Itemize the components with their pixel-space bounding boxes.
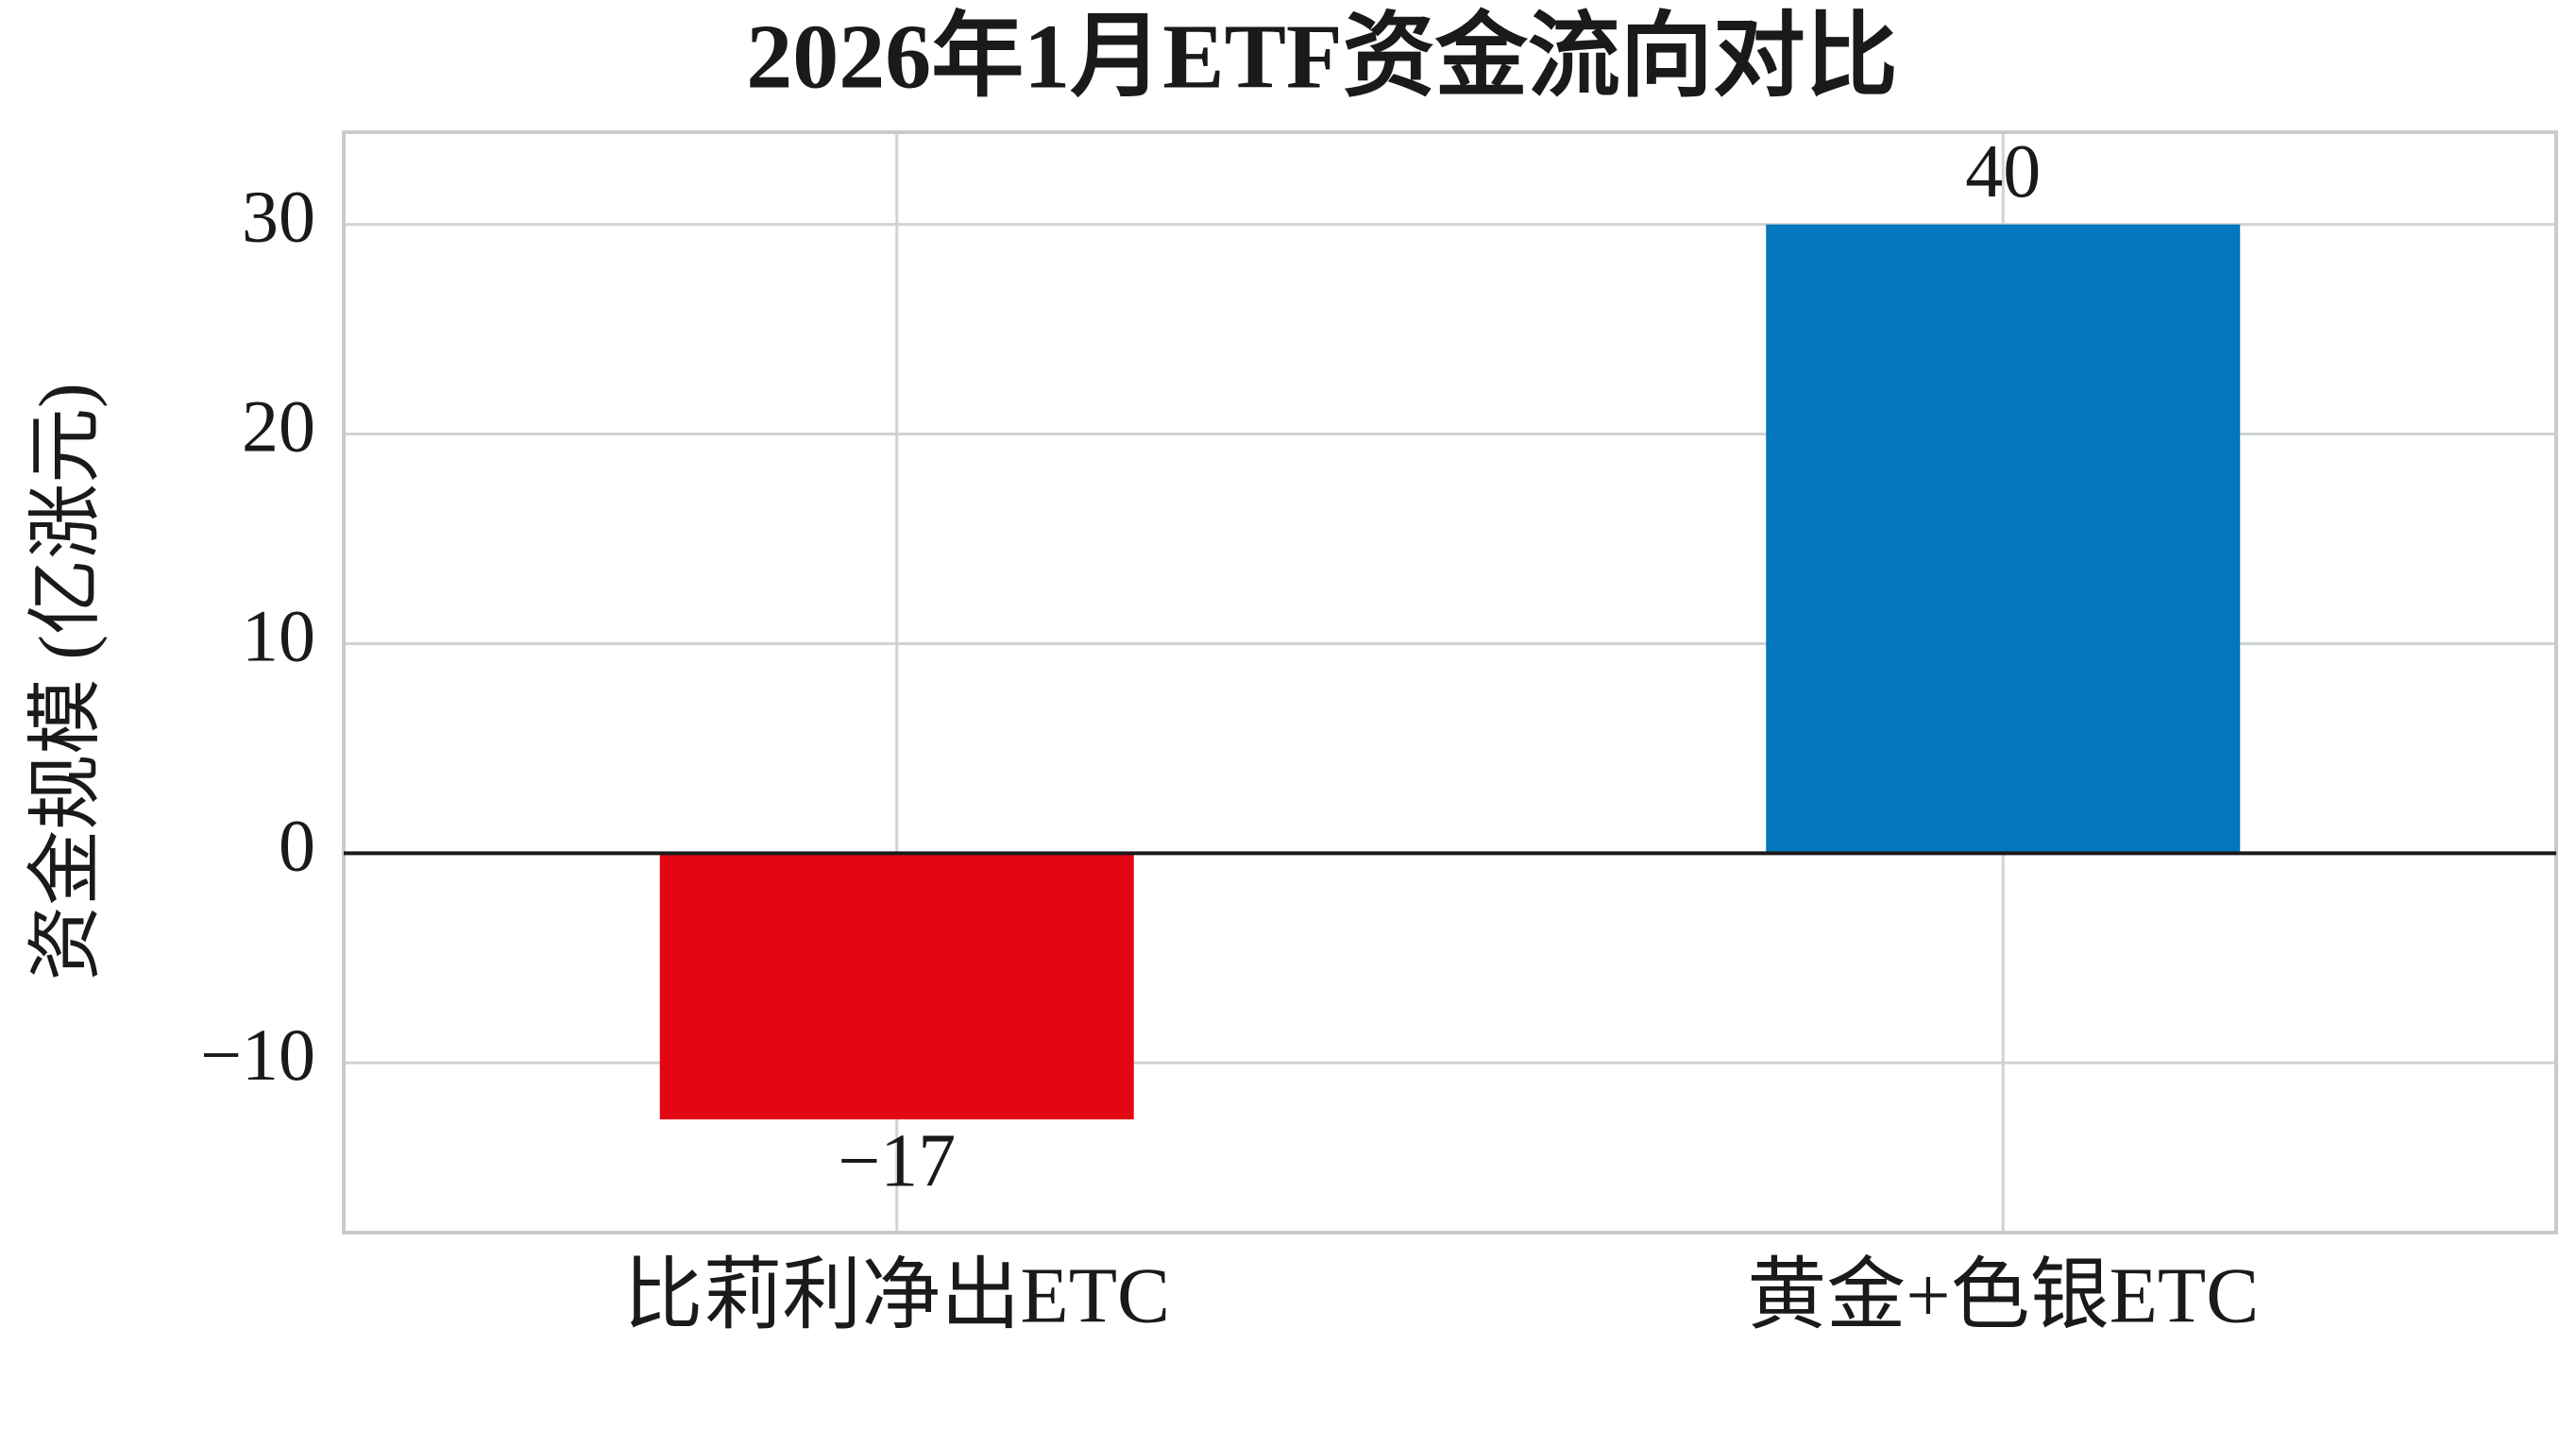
chart-title: 2026年1月ETF资金流向对比 (746, 6, 1898, 108)
y-axis-label: 资金规模 (亿涨元) (25, 383, 108, 980)
x-tick-label: 黄金+色银ETC (1747, 1251, 2259, 1339)
data-label: 40 (1965, 130, 2041, 213)
y-tick-label: −10 (200, 1013, 315, 1096)
bar (1766, 224, 2241, 854)
bar (659, 853, 1134, 1120)
y-tick-label: 10 (242, 594, 315, 676)
x-tick-label: 比莉利净出ETC (623, 1251, 1170, 1339)
y-tick-label: 0 (279, 804, 315, 886)
y-tick-label: 30 (242, 176, 315, 258)
y-tick-label: 20 (242, 384, 315, 467)
plot-frame (342, 130, 2558, 1234)
data-label: −17 (838, 1120, 956, 1203)
